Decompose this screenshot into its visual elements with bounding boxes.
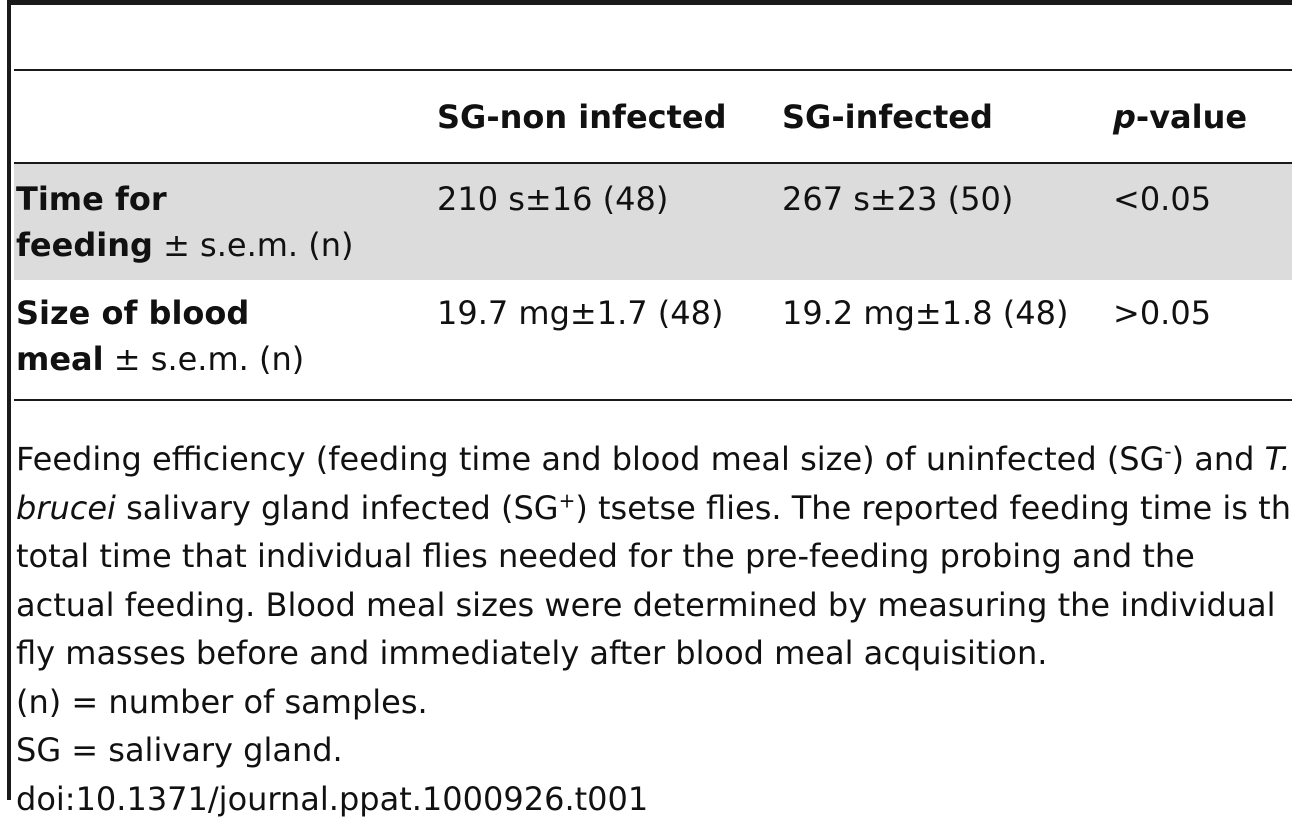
row-label-bold-2: feeding: [16, 226, 153, 264]
row-label: Size of blood meal ± s.e.m. (n): [16, 290, 304, 382]
footnote-n: (n) = number of samples.: [16, 678, 1292, 727]
caption-line: brucei salivary gland infected (SG+) tse…: [16, 484, 1292, 533]
caption-line: total time that individual flies needed …: [16, 532, 1292, 581]
column-header-sg-non-infected: SG-non infected: [437, 94, 727, 140]
row-label-rest: ± s.e.m. (n): [153, 226, 354, 264]
p-italic: p: [1113, 98, 1136, 136]
column-header-p-value: p-value: [1113, 94, 1247, 140]
table-bottom-rule: [14, 399, 1292, 401]
cell-p-value: <0.05: [1113, 176, 1211, 222]
doi-link[interactable]: doi:10.1371/journal.ppat.1000926.t001: [16, 775, 1292, 823]
cell-infected: 19.2 mg±1.8 (48): [782, 290, 1068, 336]
footnote-sg: SG = salivary gland.: [16, 726, 1292, 775]
row-label-rest: ± s.e.m. (n): [104, 340, 305, 378]
species-name-italic: T.: [1265, 440, 1291, 478]
caption-text: Feeding efficiency (feeding time and blo…: [16, 440, 1164, 478]
caption-line: Feeding efficiency (feeding time and blo…: [16, 435, 1292, 484]
table-top-rule: [14, 69, 1292, 71]
caption-line: actual feeding. Blood meal sizes were de…: [16, 581, 1292, 630]
caption-text: ) and: [1172, 440, 1265, 478]
table-caption: Feeding efficiency (feeding time and blo…: [16, 435, 1292, 823]
caption-text: ) tsetse flies. The reported feeding tim…: [575, 489, 1292, 527]
species-name-italic: brucei: [16, 489, 116, 527]
superscript-minus: -: [1164, 439, 1171, 463]
left-border: [7, 0, 11, 800]
top-border: [7, 0, 1292, 5]
row-label-bold-1: Size of blood: [16, 294, 249, 332]
superscript-plus: +: [559, 488, 576, 512]
cell-p-value: >0.05: [1113, 290, 1211, 336]
column-header-sg-infected: SG-infected: [782, 94, 993, 140]
cell-non-infected: 19.7 mg±1.7 (48): [437, 290, 723, 336]
value-text: -value: [1136, 98, 1247, 136]
row-label: Time for feeding ± s.e.m. (n): [16, 176, 354, 268]
row-label-bold-2: meal: [16, 340, 104, 378]
cell-non-infected: 210 s±16 (48): [437, 176, 668, 222]
caption-line: fly masses before and immediately after …: [16, 629, 1292, 678]
row-label-bold-1: Time for: [16, 180, 167, 218]
caption-text: salivary gland infected (SG: [116, 489, 559, 527]
cell-infected: 267 s±23 (50): [782, 176, 1013, 222]
